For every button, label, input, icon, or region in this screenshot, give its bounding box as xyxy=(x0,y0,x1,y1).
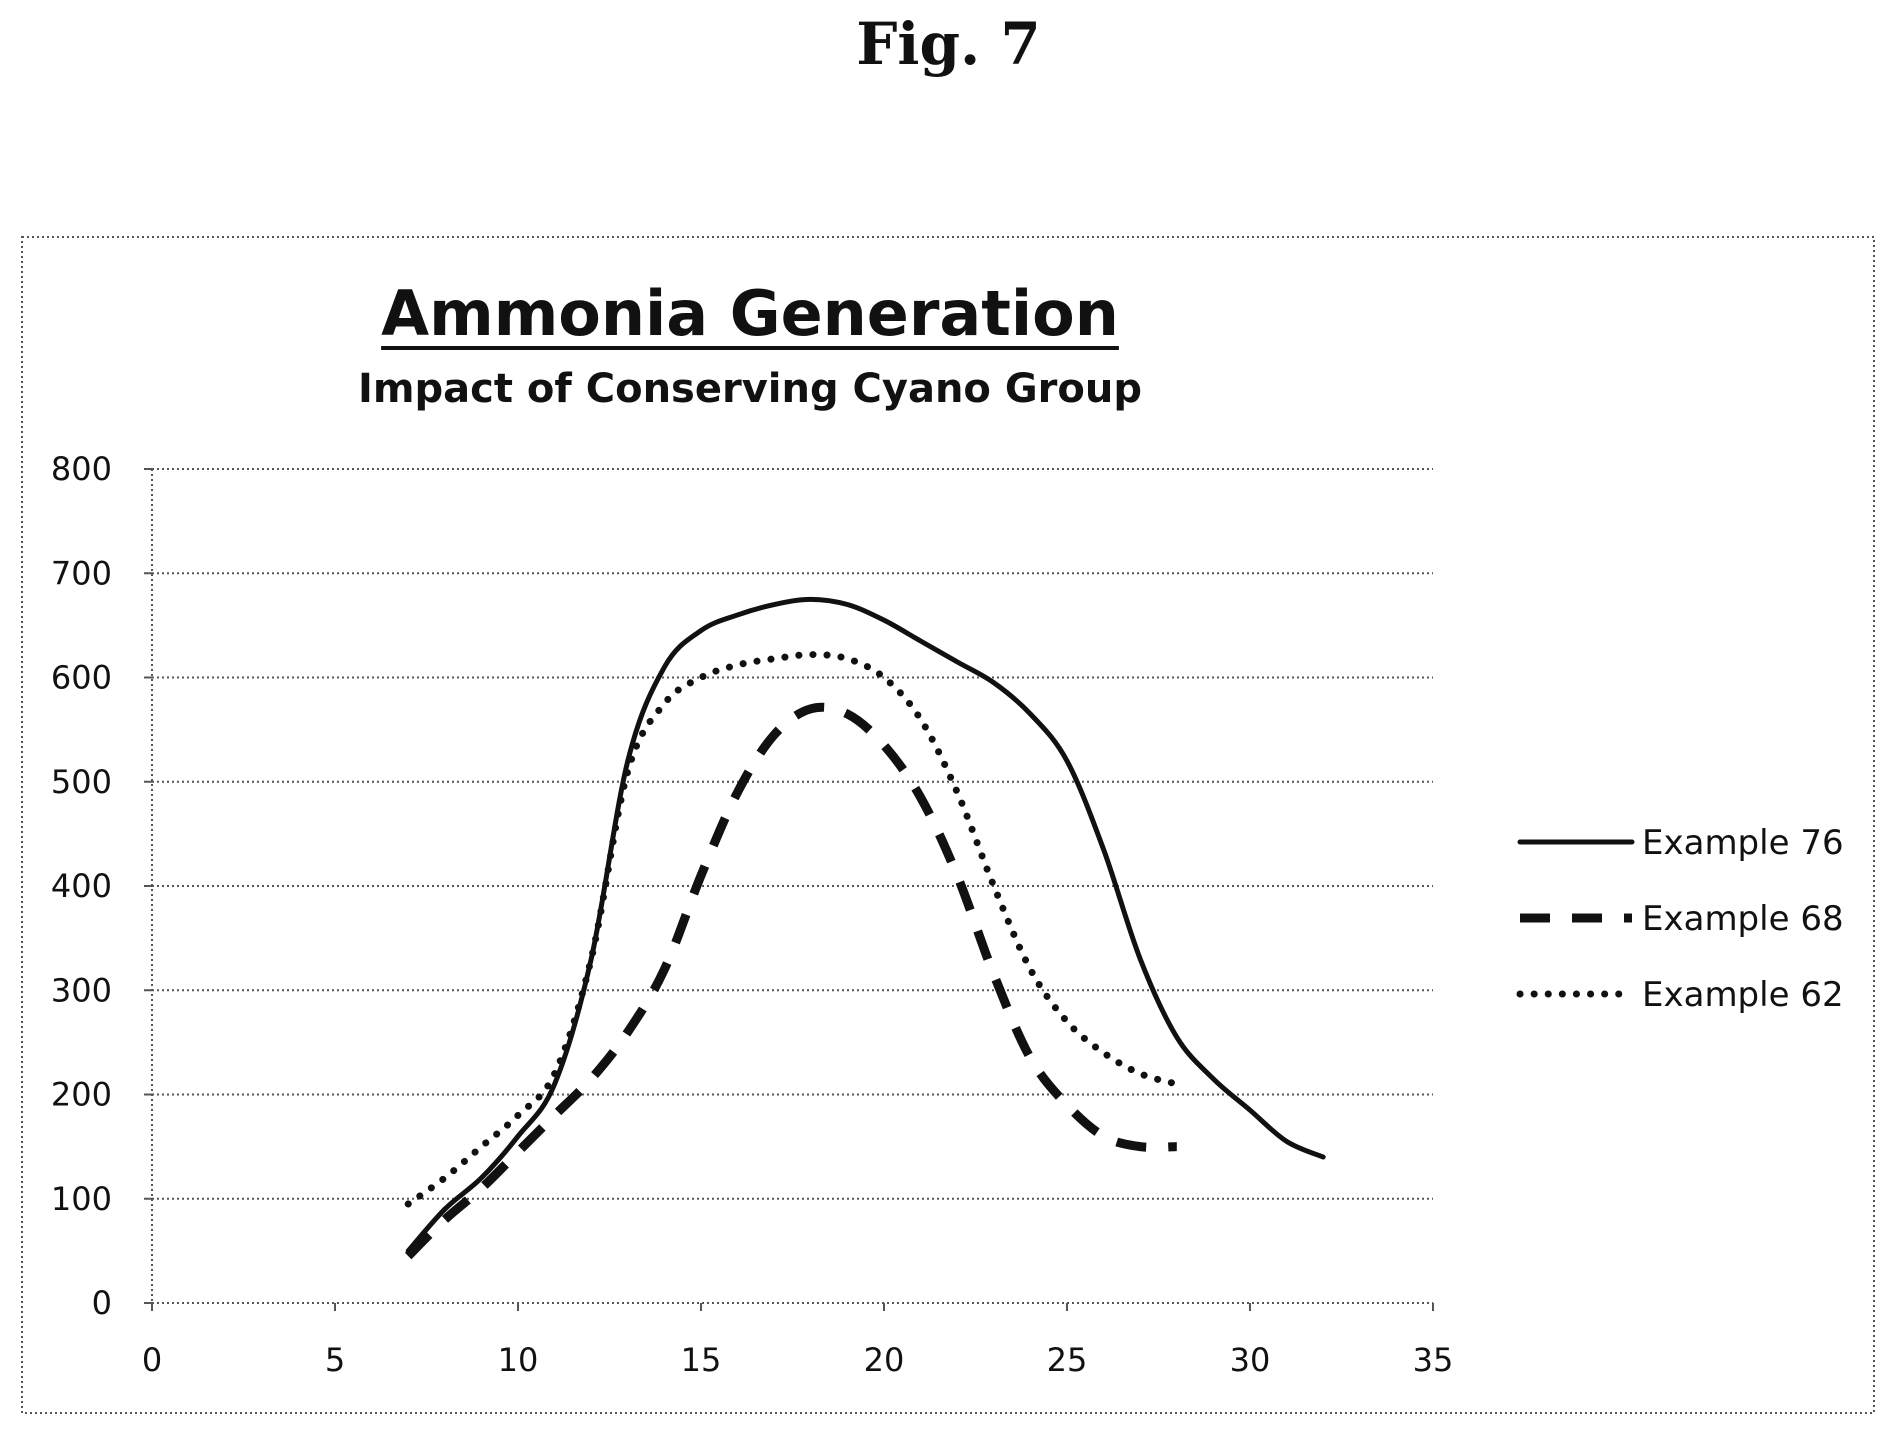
y-tick-label: 600 xyxy=(51,659,112,697)
series-line-example-76 xyxy=(405,596,1326,1254)
y-tick-label: 700 xyxy=(51,554,112,592)
legend: Example 76 Example 68 Example 62 xyxy=(1516,823,1844,1015)
x-tick-label: 5 xyxy=(325,1341,345,1379)
x-tick-label: 10 xyxy=(498,1341,539,1379)
legend-label: Example 68 xyxy=(1642,899,1844,939)
y-tick-label: 100 xyxy=(51,1180,112,1218)
x-tick-label: 15 xyxy=(681,1341,722,1379)
x-tick-label: 25 xyxy=(1047,1341,1088,1379)
legend-label: Example 62 xyxy=(1642,975,1844,1015)
series-line-example-62 xyxy=(404,651,1181,1208)
x-tick-label: 20 xyxy=(864,1341,905,1379)
y-tick-label: 500 xyxy=(51,763,112,801)
x-tick-label: 30 xyxy=(1230,1341,1271,1379)
axis-layer: 0 100 200 300 400 500 600 700 800 0 5 10 15 20 25 30 35 xyxy=(51,450,1453,1379)
series-line-example-68 xyxy=(405,702,1177,1260)
y-tick-label: 0 xyxy=(92,1284,112,1322)
y-tick-label: 200 xyxy=(51,1076,112,1114)
y-tick-label: 800 xyxy=(51,450,112,488)
x-tick-label: 35 xyxy=(1413,1341,1454,1379)
chart-frame xyxy=(21,236,1875,1414)
x-tick-label: 0 xyxy=(142,1341,162,1379)
y-tick-label: 300 xyxy=(51,971,112,1009)
legend-label: Example 76 xyxy=(1642,823,1844,863)
chart-title: Ammonia Generation xyxy=(381,277,1119,350)
chart-subtitle: Impact of Conserving Cyano Group xyxy=(358,366,1142,412)
grid-layer xyxy=(152,468,1433,1200)
y-tick-label: 400 xyxy=(51,867,112,905)
series-layer xyxy=(404,596,1326,1260)
figure-label: Fig. 7 xyxy=(856,10,1041,78)
